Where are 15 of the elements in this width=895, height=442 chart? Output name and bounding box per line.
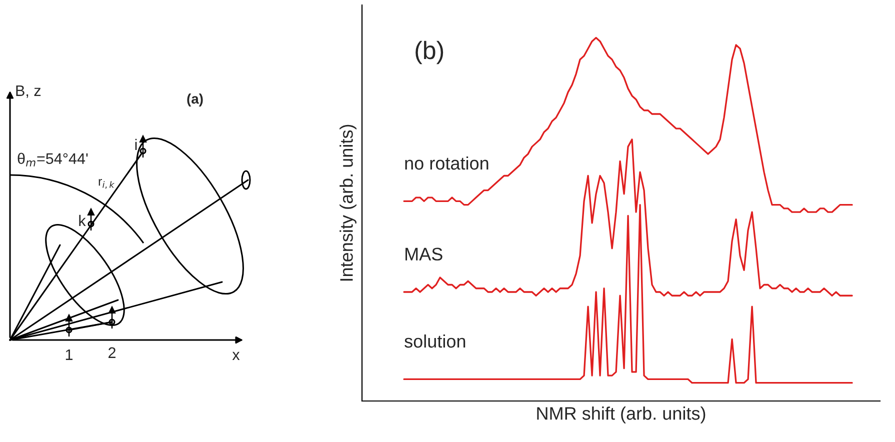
text: k xyxy=(79,214,86,226)
text: 2 xyxy=(108,347,116,358)
text: i xyxy=(135,138,137,150)
text: x xyxy=(232,352,240,360)
series-label: no rotation xyxy=(405,156,488,170)
series-label: MAS xyxy=(406,248,442,261)
x-axis-title: NMR shift (arb. units) xyxy=(537,406,706,424)
annotation: (b) xyxy=(416,40,444,64)
text: B, z xyxy=(16,85,41,98)
y-axis-title: Intensity (arb. units) xyxy=(340,124,356,281)
text: θ$_{m}$=54°44' xyxy=(18,152,88,166)
text: (a) xyxy=(187,94,203,106)
series-label: solution xyxy=(404,334,466,348)
text: r$_{i,k}$ xyxy=(98,178,115,189)
text: 1 xyxy=(66,349,73,360)
